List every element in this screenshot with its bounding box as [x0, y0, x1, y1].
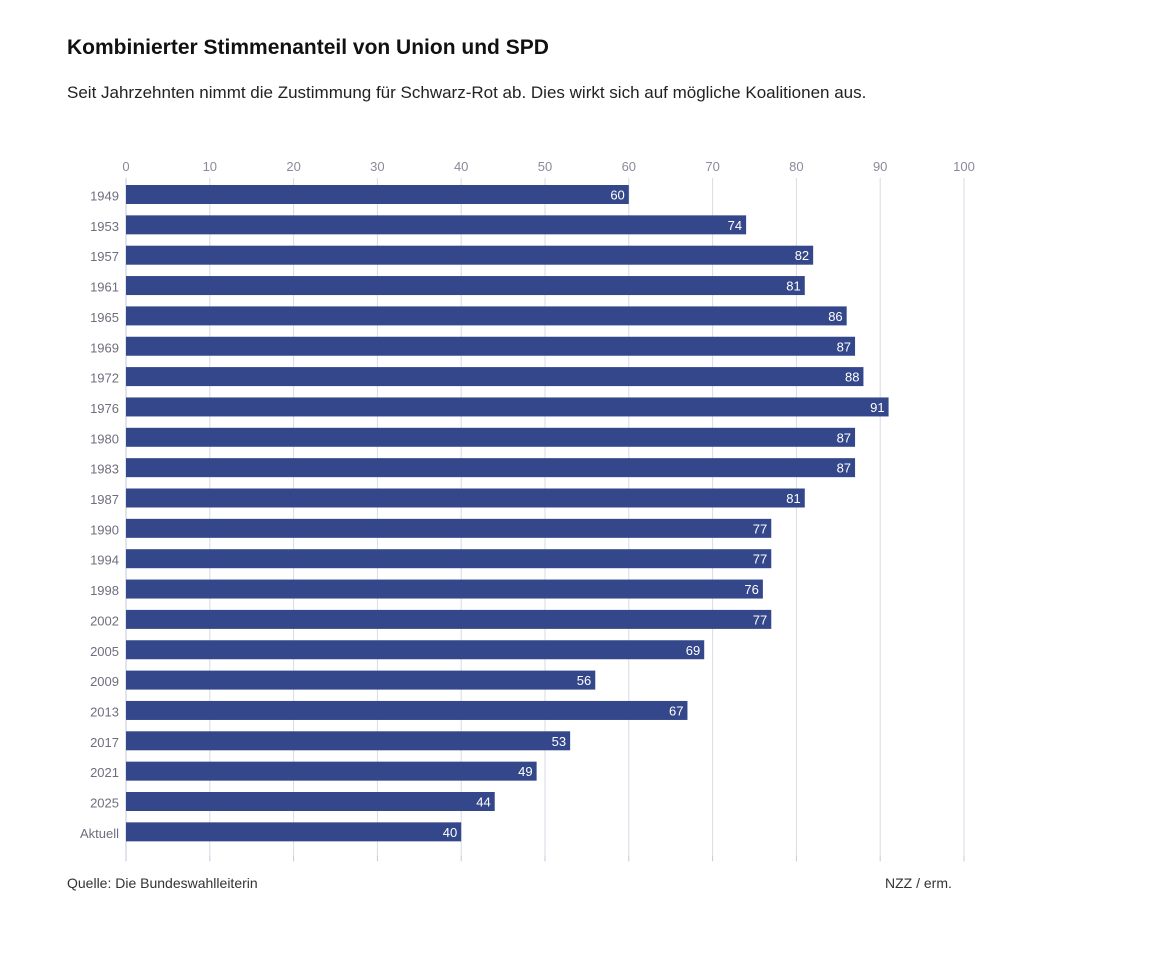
x-tick-label: 40: [454, 159, 468, 174]
data-label: 87: [837, 339, 851, 354]
category-label: 2025: [90, 796, 119, 811]
bar: [126, 336, 856, 356]
bar: [126, 367, 864, 387]
data-label: 77: [753, 552, 767, 567]
data-label: 44: [476, 795, 490, 810]
category-label: 1953: [90, 219, 119, 234]
bar: [126, 549, 772, 569]
bar: [126, 792, 495, 811]
data-label: 56: [577, 673, 591, 688]
x-tick-label: 10: [203, 159, 217, 174]
bar-chart: 0 10 20 30 40 50 60 70 80 90 100 1949 60 1953 74 1957 82…: [80, 159, 975, 862]
data-label: 87: [837, 461, 851, 476]
category-label: 2005: [90, 644, 119, 659]
bar: [126, 640, 705, 660]
bar: [126, 579, 763, 599]
bar: [126, 245, 814, 265]
data-label: 49: [518, 764, 532, 779]
data-label: 67: [669, 703, 683, 718]
data-label: 82: [795, 248, 809, 263]
data-label: 53: [552, 734, 566, 749]
data-label: 69: [686, 643, 700, 658]
category-label: 2021: [90, 765, 119, 780]
credit-note: NZZ / erm.: [885, 875, 952, 891]
category-label: 2013: [90, 704, 119, 719]
data-label: 74: [728, 218, 742, 233]
bar: [126, 215, 747, 235]
category-label: 1961: [90, 280, 119, 295]
data-label: 86: [828, 309, 842, 324]
data-label: 81: [786, 279, 800, 294]
category-label: 1972: [90, 371, 119, 386]
bar: [126, 458, 856, 478]
data-label: 60: [610, 188, 624, 203]
x-tick-label: 70: [705, 159, 719, 174]
bar: [126, 700, 688, 720]
bar: [126, 761, 537, 781]
category-label: 1990: [90, 522, 119, 537]
x-tick-label: 100: [953, 159, 975, 174]
category-label: 1969: [90, 340, 119, 355]
bar: [126, 276, 805, 296]
category-label: 1994: [90, 553, 119, 568]
category-label: 1998: [90, 583, 119, 598]
data-label: 87: [837, 430, 851, 445]
bar: [126, 397, 889, 417]
data-label: 76: [744, 582, 758, 597]
data-label: 77: [753, 612, 767, 627]
bar: [126, 185, 629, 204]
x-tick-label: 30: [370, 159, 384, 174]
bar: [126, 306, 847, 326]
bar: [126, 427, 856, 447]
data-label: 88: [845, 370, 859, 385]
data-label: 91: [870, 400, 884, 415]
x-tick-label: 80: [789, 159, 803, 174]
bar: [126, 518, 772, 538]
x-tick-label: 90: [873, 159, 887, 174]
category-label: 1949: [90, 189, 119, 204]
category-label: 1965: [90, 310, 119, 325]
data-label: 81: [786, 491, 800, 506]
category-label: 1976: [90, 401, 119, 416]
category-label: 1957: [90, 249, 119, 264]
category-label: 2009: [90, 674, 119, 689]
category-label: Aktuell: [80, 826, 119, 841]
chart-subtitle: Seit Jahrzehnten nimmt die Zustimmung fü…: [67, 83, 867, 102]
category-label: 1980: [90, 431, 119, 446]
data-label: 77: [753, 521, 767, 536]
x-tick-label: 0: [122, 159, 129, 174]
category-label: 1987: [90, 492, 119, 507]
bar: [126, 609, 772, 629]
category-label: 2002: [90, 613, 119, 628]
chart-title: Kombinierter Stimmenanteil von Union und…: [67, 36, 549, 59]
x-tick-label: 60: [622, 159, 636, 174]
bar: [126, 731, 571, 751]
x-tick-label: 20: [286, 159, 300, 174]
category-label: 1983: [90, 462, 119, 477]
bar: [126, 822, 462, 842]
source-note: Quelle: Die Bundeswahlleiterin: [67, 875, 258, 891]
x-tick-label: 50: [538, 159, 552, 174]
bar: [126, 670, 596, 690]
category-label: 2017: [90, 735, 119, 750]
bar: [126, 488, 805, 508]
data-label: 40: [443, 825, 457, 840]
